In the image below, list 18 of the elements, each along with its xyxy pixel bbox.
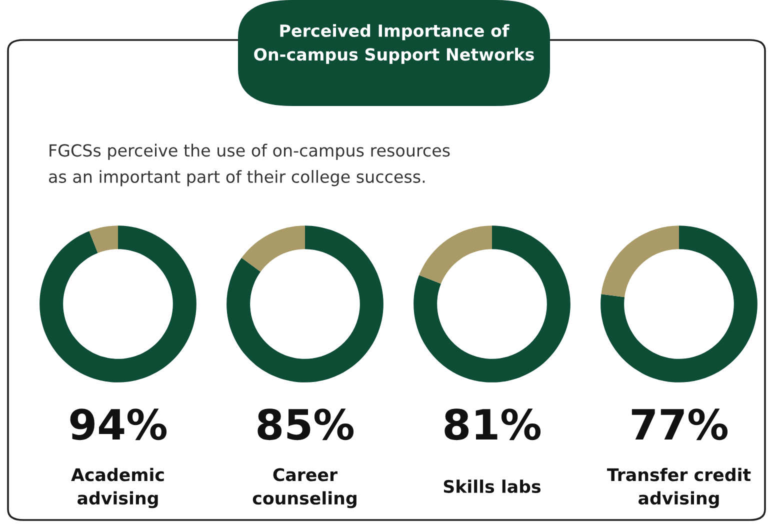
text: FGCSs perceive the use of on-campus resources as an important part of their college success.: [49, 144, 450, 186]
donut-slice: [226, 226, 384, 382]
text: Career counseling: [252, 468, 356, 508]
data-label: 94%: [70, 408, 167, 440]
donut-slice: [600, 226, 758, 382]
donut-slice: [89, 226, 118, 253]
donut-slice: [601, 226, 679, 298]
donut-slice: [242, 226, 305, 272]
data-label: 85%: [258, 408, 354, 440]
text: Academic advising: [71, 468, 164, 508]
data-label: 77%: [632, 408, 728, 440]
donut-slice: [40, 226, 196, 382]
data-label: 81%: [444, 408, 541, 440]
donut-slice: [414, 226, 570, 382]
donut-slice: [419, 226, 492, 284]
text: Skills labs: [444, 480, 541, 494]
text: Perceived Importance of On-campus Support Networks: [254, 24, 534, 64]
text: Transfer credit advising: [607, 468, 751, 508]
